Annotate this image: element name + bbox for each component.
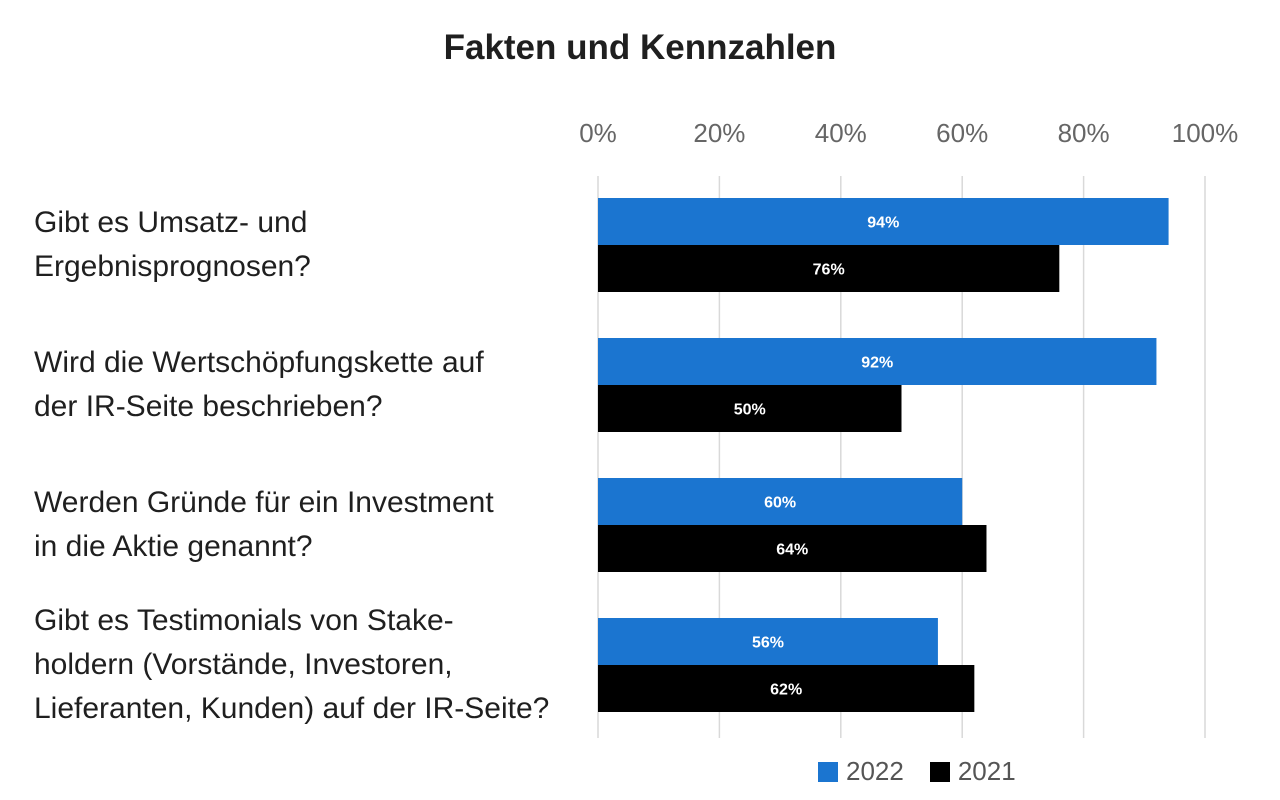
x-tick-label: 20% (693, 118, 745, 148)
category-label: Gibt es Testimonials von Stake-holdern (… (34, 604, 550, 725)
data-label: 60% (764, 495, 796, 512)
legend-item-2021: 2021 (929, 756, 1016, 787)
data-label: 92% (861, 355, 893, 372)
x-tick-label: 100% (1172, 118, 1239, 148)
x-tick-label: 60% (936, 118, 988, 148)
data-label: 56% (752, 635, 784, 652)
category-label: Wird die Wertschöpfungskette auf der IR-S… (34, 346, 484, 423)
category-label: Werden Gründe für ein Investment in die A… (34, 486, 494, 563)
data-label: 64% (776, 542, 808, 559)
category-label: Gibt es Umsatz- und Ergebnisprognosen? (34, 206, 311, 283)
bar-2022 (598, 478, 963, 525)
data-label: 50% (734, 402, 766, 419)
legend-label-2021: 2021 (957, 756, 1016, 786)
legend-swatch-2022 (818, 761, 838, 782)
chart-title: Fakten und Kennzahlen (443, 28, 837, 67)
legend-swatch-2021 (929, 761, 950, 782)
data-label: 62% (770, 682, 802, 699)
data-label: 76% (813, 262, 845, 279)
x-tick-label: 80% (1058, 118, 1110, 148)
bar-2021 (598, 385, 902, 432)
data-label: 94% (867, 215, 899, 232)
bar-2021 (598, 245, 1060, 292)
x-tick-label: 40% (815, 118, 867, 148)
bar-2021 (598, 665, 975, 712)
bar-2022 (598, 198, 1169, 245)
bar-2021 (598, 525, 987, 572)
x-tick-label: 0% (579, 118, 617, 148)
legend-label-2022: 2022 (846, 756, 904, 786)
bar-2022 (598, 338, 1157, 385)
bar-2022 (598, 618, 938, 665)
legend-item-2022: 2022 (818, 756, 904, 787)
legend: 2022 2021 (818, 756, 1042, 787)
